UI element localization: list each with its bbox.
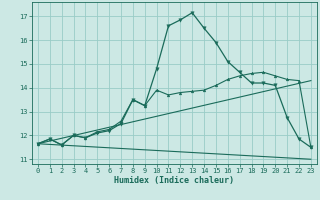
X-axis label: Humidex (Indice chaleur): Humidex (Indice chaleur) xyxy=(115,176,234,185)
